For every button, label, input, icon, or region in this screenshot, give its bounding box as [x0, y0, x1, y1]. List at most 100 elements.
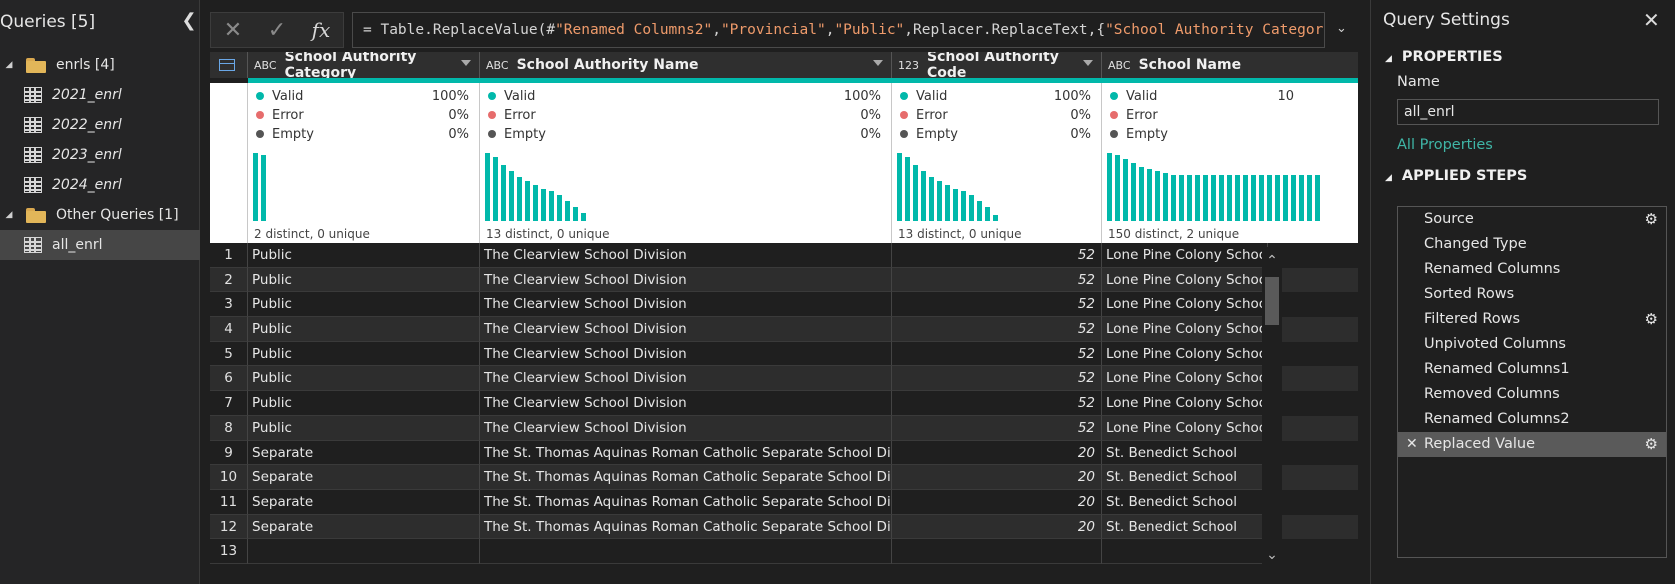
cell-school-name[interactable]: St. Benedict School: [1102, 514, 1268, 540]
cell-authority-code[interactable]: 52: [892, 317, 1102, 342]
table-row[interactable]: 11 Separate The St. Thomas Aquinas Roman C…: [210, 489, 1358, 515]
row-number[interactable]: 5: [210, 341, 248, 367]
column-header-school-authority-code[interactable]: 123 School Authority Code: [892, 52, 1102, 81]
cell-authority-code[interactable]: 20: [892, 514, 1102, 540]
step-replaced-value[interactable]: ✕ Replaced Value ⚙: [1398, 432, 1666, 457]
table-row[interactable]: 6 Public The Clearview School Division 52 Lo…: [210, 366, 1358, 392]
fx-icon[interactable]: fx: [311, 18, 331, 42]
text-type-icon[interactable]: ABC: [254, 58, 277, 72]
table-row[interactable]: 2 Public The Clearview School Division 52 Lo…: [210, 267, 1358, 293]
delete-step-icon[interactable]: ✕: [1406, 436, 1418, 452]
cell-school-name[interactable]: [1102, 539, 1268, 564]
cell-authority-name[interactable]: The St. Thomas Aquinas Roman Catholic Se…: [480, 465, 892, 490]
step-source[interactable]: Source ⚙: [1398, 207, 1666, 232]
cell-authority-name[interactable]: The Clearview School Division: [480, 366, 892, 392]
table-row[interactable]: 12 Separate The St. Thomas Aquinas Roman C…: [210, 514, 1358, 540]
query-group-enrls[interactable]: ◢ enrls [4]: [0, 50, 200, 80]
cell-category[interactable]: Separate: [248, 465, 480, 490]
cell-category[interactable]: [248, 539, 480, 564]
table-row[interactable]: 9 Separate The St. Thomas Aquinas Roman Ca…: [210, 440, 1358, 466]
table-row[interactable]: 7 Public The Clearview School Division 52 Lo…: [210, 391, 1358, 416]
collapse-pane-icon[interactable]: ❮: [181, 10, 197, 31]
step-filtered-rows[interactable]: Filtered Rows ⚙: [1398, 307, 1666, 332]
cell-school-name[interactable]: Lone Pine Colony School: [1102, 341, 1268, 367]
cell-category[interactable]: Separate: [248, 489, 480, 515]
table-row[interactable]: 4 Public The Clearview School Division 52 Lo…: [210, 317, 1358, 342]
cell-authority-name[interactable]: The Clearview School Division: [480, 243, 892, 268]
row-number[interactable]: 10: [210, 465, 248, 490]
query-item-2024-enrl[interactable]: 2024_enrl: [0, 170, 200, 200]
cancel-icon[interactable]: ✕: [223, 17, 243, 43]
number-type-icon[interactable]: 123: [898, 58, 919, 72]
expand-triangle-icon[interactable]: ◢: [5, 210, 13, 220]
row-number[interactable]: 4: [210, 317, 248, 342]
cell-category[interactable]: Public: [248, 366, 480, 392]
query-name-input[interactable]: all_enrl: [1397, 99, 1659, 125]
table-row[interactable]: 8 Public The Clearview School Division 52 Lo…: [210, 415, 1358, 441]
cell-category[interactable]: Separate: [248, 440, 480, 466]
cell-authority-code[interactable]: 20: [892, 465, 1102, 490]
query-item-2022-enrl[interactable]: 2022_enrl: [0, 110, 200, 140]
table-row[interactable]: 5 Public The Clearview School Division 52 Lo…: [210, 341, 1358, 367]
table-row[interactable]: 10 Separate The St. Thomas Aquinas Roman C…: [210, 465, 1358, 490]
cell-category[interactable]: Public: [248, 292, 480, 318]
cell-authority-name[interactable]: The Clearview School Division: [480, 317, 892, 342]
gear-icon[interactable]: ⚙: [1644, 310, 1658, 328]
cell-authority-name[interactable]: The Clearview School Division: [480, 391, 892, 416]
check-icon[interactable]: ✓: [267, 17, 287, 43]
step-sorted-rows[interactable]: Sorted Rows: [1398, 282, 1666, 307]
cell-authority-name[interactable]: The Clearview School Division: [480, 415, 892, 441]
text-type-icon[interactable]: ABC: [1108, 58, 1131, 72]
cell-authority-name[interactable]: The Clearview School Division: [480, 267, 892, 293]
cell-school-name[interactable]: St. Benedict School: [1102, 489, 1268, 515]
collapse-triangle-icon[interactable]: ◢: [1385, 54, 1392, 64]
step-changed-type[interactable]: Changed Type: [1398, 232, 1666, 257]
query-item-2023-enrl[interactable]: 2023_enrl: [0, 140, 200, 170]
vertical-scrollbar[interactable]: ⌃ ⌄: [1262, 247, 1282, 577]
filter-dropdown-icon[interactable]: [461, 60, 471, 66]
cell-school-name[interactable]: St. Benedict School: [1102, 465, 1268, 490]
cell-authority-name[interactable]: The St. Thomas Aquinas Roman Catholic Se…: [480, 489, 892, 515]
cell-school-name[interactable]: Lone Pine Colony School: [1102, 366, 1268, 392]
cell-category[interactable]: Public: [248, 267, 480, 293]
step-renamed-columns2[interactable]: Renamed Columns2: [1398, 407, 1666, 432]
cell-authority-code[interactable]: 52: [892, 341, 1102, 367]
query-item-2021-enrl[interactable]: 2021_enrl: [0, 80, 200, 110]
step-renamed-columns1[interactable]: Renamed Columns1: [1398, 357, 1666, 382]
cell-authority-code[interactable]: 52: [892, 267, 1102, 293]
cell-authority-name[interactable]: The St. Thomas Aquinas Roman Catholic Se…: [480, 440, 892, 466]
all-properties-link[interactable]: All Properties: [1397, 137, 1493, 153]
cell-category[interactable]: Separate: [248, 514, 480, 540]
cell-authority-name[interactable]: The St. Thomas Aquinas Roman Catholic Se…: [480, 514, 892, 540]
table-menu-button[interactable]: [210, 52, 248, 78]
column-header-school-name[interactable]: ABC School Name: [1102, 52, 1358, 78]
column-header-school-authority-name[interactable]: ABC School Authority Name: [480, 52, 892, 78]
text-type-icon[interactable]: ABC: [486, 58, 509, 72]
cell-category[interactable]: Public: [248, 391, 480, 416]
query-group-other[interactable]: ◢ Other Queries [1]: [0, 200, 200, 230]
row-number[interactable]: 3: [210, 292, 248, 318]
cell-category[interactable]: Public: [248, 341, 480, 367]
row-number[interactable]: 2: [210, 267, 248, 293]
cell-authority-code[interactable]: 52: [892, 415, 1102, 441]
cell-school-name[interactable]: Lone Pine Colony School: [1102, 391, 1268, 416]
row-number[interactable]: 7: [210, 391, 248, 416]
cell-authority-code[interactable]: [892, 539, 1102, 564]
row-number[interactable]: 9: [210, 440, 248, 466]
cell-authority-name[interactable]: The Clearview School Division: [480, 292, 892, 318]
cell-school-name[interactable]: St. Benedict School: [1102, 440, 1268, 466]
filter-dropdown-icon[interactable]: [1083, 60, 1093, 66]
cell-authority-code[interactable]: 52: [892, 366, 1102, 392]
expand-triangle-icon[interactable]: ◢: [5, 60, 13, 70]
row-number[interactable]: 6: [210, 366, 248, 392]
expand-formula-icon[interactable]: ⌄: [1324, 12, 1358, 48]
row-number[interactable]: 8: [210, 415, 248, 441]
cell-category[interactable]: Public: [248, 415, 480, 441]
cell-authority-code[interactable]: 52: [892, 391, 1102, 416]
table-row[interactable]: 3 Public The Clearview School Division 52 Lo…: [210, 292, 1358, 318]
row-number[interactable]: 11: [210, 489, 248, 515]
table-row[interactable]: 1 Public The Clearview School Division 52 Lo…: [210, 243, 1358, 268]
row-number[interactable]: 12: [210, 514, 248, 540]
scroll-down-icon[interactable]: ⌄: [1266, 547, 1278, 563]
cell-school-name[interactable]: Lone Pine Colony School: [1102, 267, 1268, 293]
